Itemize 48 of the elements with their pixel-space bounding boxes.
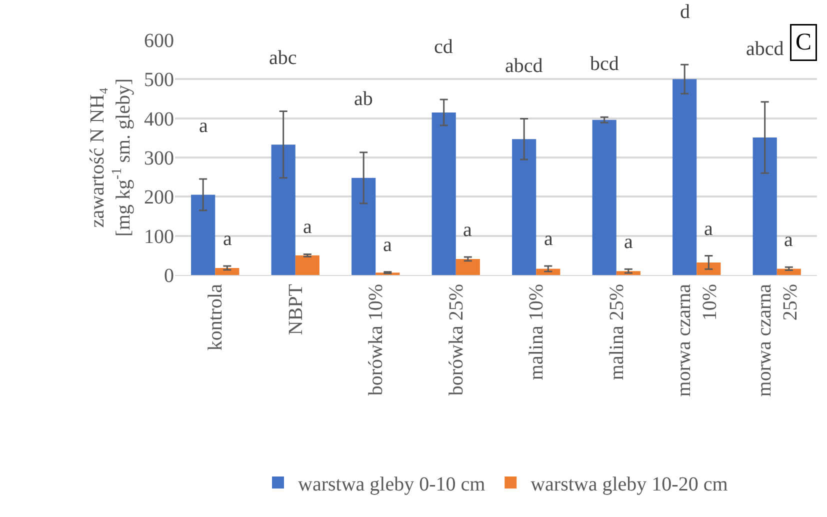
bar	[271, 144, 296, 275]
annotation: a	[303, 216, 312, 238]
x-tick-label: kontrola	[204, 284, 227, 351]
bar	[696, 262, 721, 275]
text: d	[680, 1, 690, 23]
legend-label: warstwa gleby 10-20 cm	[530, 473, 728, 496]
x-tick-label: morwa czarna 25%	[753, 284, 802, 397]
bar	[536, 268, 560, 275]
annotation: bcd	[590, 53, 619, 75]
legend-label: warstwa gleby 0-10 cm	[298, 473, 486, 496]
bar	[752, 138, 777, 275]
annotation: a	[704, 218, 713, 240]
bar	[295, 255, 320, 275]
bar	[512, 139, 536, 275]
bar	[432, 112, 456, 275]
annotation: a	[544, 228, 553, 250]
x-tick-label: morwa czarna 10%	[673, 284, 722, 397]
annotation: a	[624, 231, 633, 253]
x-tick-label: malina 25%	[606, 284, 628, 380]
annotation: a	[784, 229, 793, 251]
y-tick-label: 200	[144, 186, 174, 209]
annotation: ab	[354, 88, 373, 110]
annotation: abcd	[505, 55, 543, 77]
annotation: C	[796, 30, 812, 56]
bar	[215, 268, 240, 275]
annotation: a	[223, 228, 232, 250]
y-tick-label: 300	[144, 148, 174, 170]
y-tick-label: 100	[144, 226, 174, 248]
y-tick-label: 600	[144, 30, 174, 52]
annotation: abcd	[746, 38, 784, 60]
bar	[672, 79, 697, 275]
x-tick-label: NBPT	[284, 284, 307, 336]
x-tick-label: borówka 10%	[365, 284, 388, 396]
x-tick-label: malina 10%	[526, 284, 548, 380]
y-tick-label: 400	[144, 108, 174, 130]
bar	[191, 194, 216, 275]
annotation: a	[463, 219, 472, 241]
bar	[592, 120, 616, 275]
annotation: cd	[434, 36, 453, 58]
x-tick-label: borówka 25%	[445, 284, 468, 396]
y-tick-label: 0	[164, 265, 174, 287]
annotation: a	[383, 234, 392, 256]
y-tick-label: 500	[144, 69, 174, 92]
annotation: a	[199, 115, 208, 137]
bar	[352, 178, 376, 275]
annotation: abc	[269, 47, 297, 69]
bar	[456, 258, 480, 275]
bar	[776, 268, 801, 275]
